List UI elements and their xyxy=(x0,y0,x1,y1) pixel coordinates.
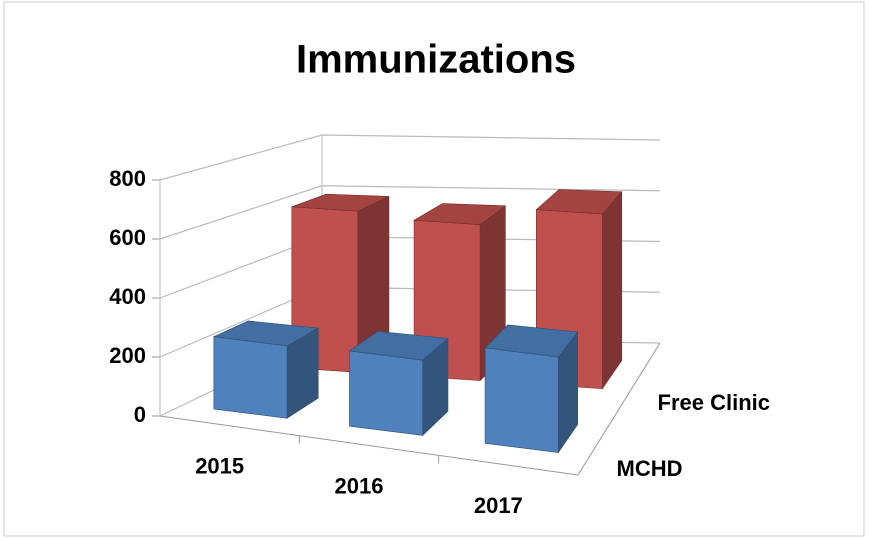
bar-side xyxy=(602,191,623,390)
axis xyxy=(159,415,579,476)
y-tick-label: 600 xyxy=(109,225,146,250)
bar xyxy=(212,320,320,419)
x-tick-label: 2017 xyxy=(474,493,523,518)
x-tick-label: 2015 xyxy=(195,454,244,479)
x-tick-label: 2016 xyxy=(335,473,384,498)
legend-label: MCHD xyxy=(617,456,683,481)
axis xyxy=(577,342,661,476)
bar-front xyxy=(213,336,288,419)
y-tick-label: 400 xyxy=(109,284,146,309)
bar xyxy=(484,324,579,454)
chart-title: Immunizations xyxy=(296,38,576,82)
bar xyxy=(348,330,449,437)
y-tick-label: 0 xyxy=(134,402,146,427)
bar-front xyxy=(349,350,423,436)
y-tick-label: 200 xyxy=(109,343,146,368)
bar-front xyxy=(484,347,559,453)
legend-label: Free Clinic xyxy=(658,390,770,415)
y-tick-label: 800 xyxy=(109,166,146,191)
